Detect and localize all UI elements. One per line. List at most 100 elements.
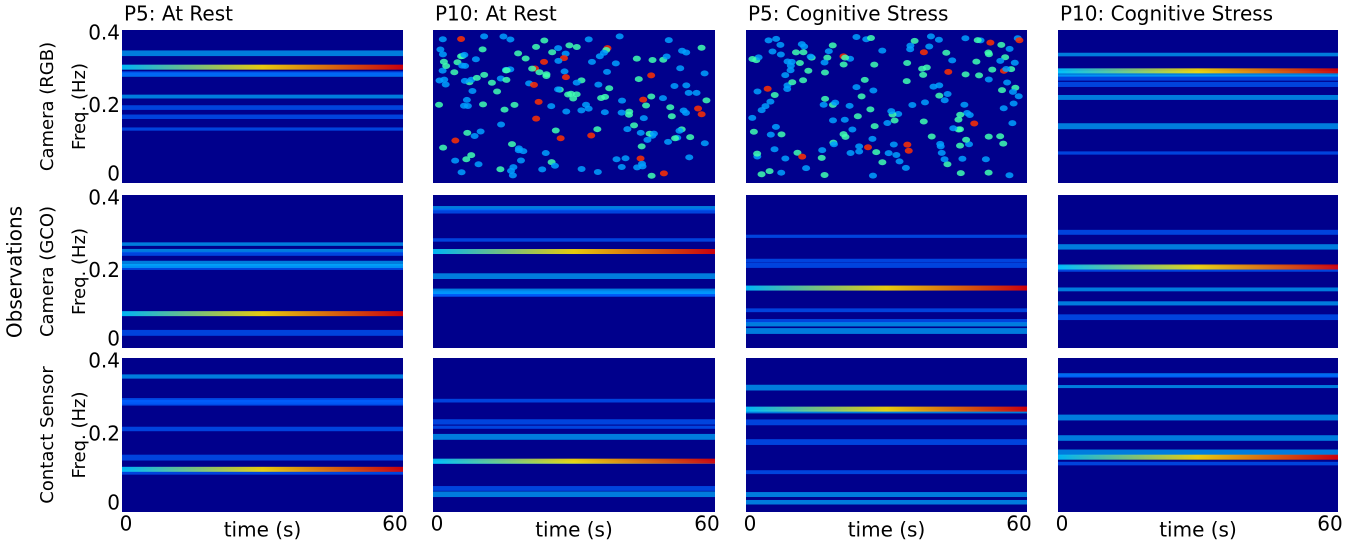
blob [521, 55, 530, 62]
blob [647, 72, 656, 79]
blob [929, 83, 938, 90]
blob [904, 147, 913, 154]
band [746, 258, 1027, 263]
blob [617, 164, 626, 171]
band [433, 425, 715, 429]
blob [528, 65, 537, 72]
blob [468, 88, 477, 95]
band [1058, 151, 1338, 155]
blob [632, 55, 641, 62]
band [1058, 373, 1338, 378]
blob [554, 45, 563, 52]
x-tick-label: 60 [1317, 512, 1342, 536]
blob [438, 67, 447, 74]
blob [666, 104, 675, 111]
blob [601, 93, 610, 100]
dominant-band [122, 466, 403, 472]
blob [781, 155, 790, 162]
blob [954, 116, 963, 123]
band [122, 94, 403, 99]
column-title: P5: Cognitive Stress [748, 2, 948, 26]
blob [435, 101, 444, 108]
blob [855, 143, 864, 150]
blob [757, 171, 766, 178]
blob [772, 35, 781, 42]
blob [636, 129, 645, 136]
blob [975, 72, 984, 79]
group-label: Observations [3, 206, 27, 338]
blob [804, 67, 813, 74]
blob [658, 95, 667, 102]
blob [906, 46, 915, 53]
blob [960, 101, 969, 108]
blob [962, 136, 971, 143]
blob [510, 101, 519, 108]
blob [599, 49, 608, 56]
blob [984, 49, 993, 56]
blob [436, 46, 445, 53]
band [433, 273, 715, 280]
band [433, 398, 715, 403]
blob [639, 115, 648, 122]
blob [943, 91, 952, 98]
x-tick-label: 0 [120, 512, 133, 536]
blob [642, 102, 651, 109]
spectrogram [122, 195, 403, 348]
blob [802, 165, 811, 172]
blob [918, 65, 927, 72]
blob [920, 99, 929, 106]
blob [857, 93, 866, 100]
blob [984, 76, 993, 83]
blob [956, 142, 965, 149]
blob [956, 111, 965, 118]
blob [508, 172, 517, 179]
band [1058, 414, 1338, 421]
blob [868, 135, 877, 142]
y-tick-label: 0.2 [88, 258, 120, 282]
blob [963, 109, 972, 116]
blob [791, 49, 800, 56]
blob [462, 96, 471, 103]
blob [439, 144, 448, 151]
blob [848, 126, 857, 133]
blob [841, 133, 850, 140]
blob [795, 59, 804, 66]
blob [749, 128, 758, 135]
blob [786, 67, 795, 74]
band [433, 206, 715, 211]
blob [821, 95, 830, 102]
blob [634, 76, 643, 83]
blob [461, 62, 470, 69]
band [746, 410, 1027, 414]
blob [514, 147, 523, 154]
spectrogram [746, 358, 1027, 512]
blob [554, 57, 563, 64]
blob [534, 98, 543, 105]
band [122, 114, 403, 119]
blob [902, 78, 911, 85]
blob [460, 102, 469, 109]
blob [903, 141, 912, 148]
band [1058, 301, 1338, 306]
blob [878, 47, 887, 54]
blob [948, 57, 957, 64]
band [122, 251, 403, 256]
blob [664, 37, 673, 44]
blob [562, 108, 571, 115]
blob [547, 103, 556, 110]
band [1058, 229, 1338, 235]
x-tick-label: 0 [431, 512, 444, 536]
blob [753, 150, 762, 157]
blob [664, 138, 673, 145]
blob [471, 56, 480, 63]
blob [540, 37, 549, 44]
blob [502, 76, 511, 83]
blob [846, 150, 855, 157]
blob [956, 170, 965, 177]
blob [999, 105, 1008, 112]
band [433, 486, 715, 491]
blob [878, 159, 887, 166]
blob [538, 166, 547, 173]
y-tick-label: 0 [107, 491, 120, 515]
blob [541, 150, 550, 157]
